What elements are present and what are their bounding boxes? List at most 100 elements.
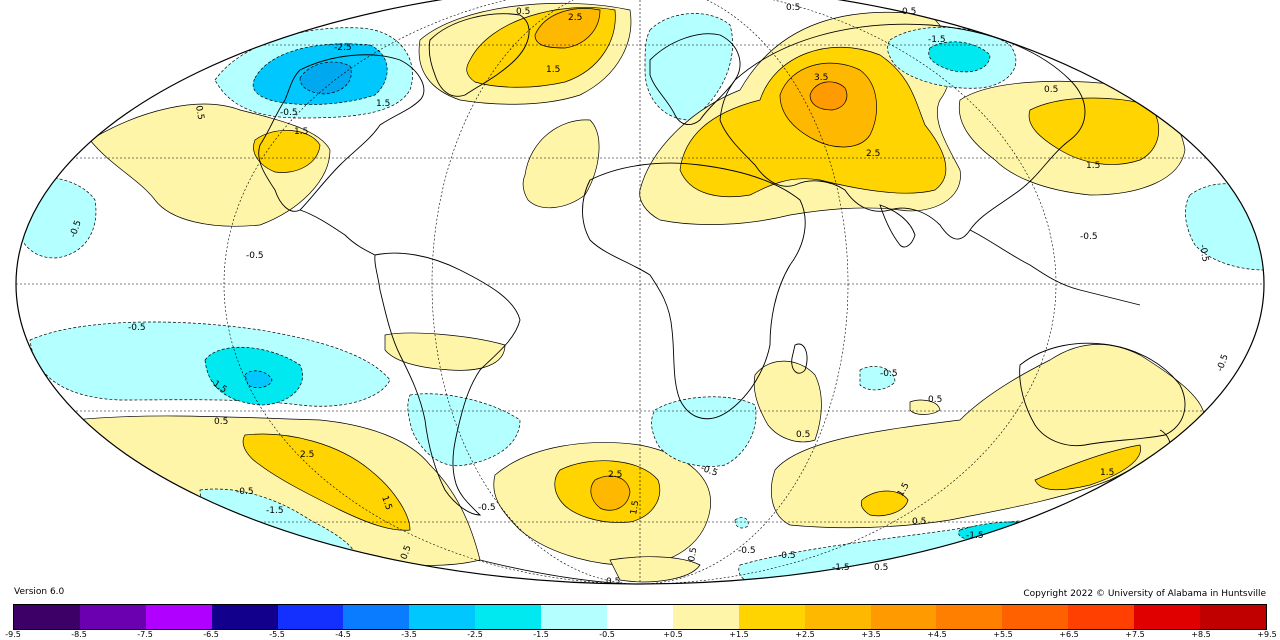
contour-label: -0.5 — [880, 369, 898, 379]
legend-tick-label: +8.5 — [1191, 630, 1211, 639]
cold-region-south-africa — [651, 396, 757, 467]
contour-label: 1.5 — [379, 495, 393, 512]
legend-swatch — [541, 605, 608, 629]
africa — [582, 162, 806, 420]
warm-region-indian-ocean — [753, 360, 822, 443]
europe — [649, 33, 741, 126]
warm-core-south-atlantic-2 — [590, 475, 631, 511]
legend-swatch — [475, 605, 542, 629]
contour-label: 0.5 — [193, 105, 205, 121]
contour-label: 0.5 — [687, 547, 699, 563]
south-america — [374, 252, 521, 516]
central-america — [299, 209, 376, 256]
copyright-text: Copyright 2022 © University of Alabama i… — [1023, 589, 1266, 599]
anomaly-map: 0.5 1.5 -0.5 1.5 -2.5 2.5 1.5 0.5 0.5 3.… — [15, 0, 1265, 587]
contour-label: 1.5 — [294, 127, 308, 137]
legend-tick-label: +3.5 — [861, 630, 881, 639]
color-legend-bar — [13, 604, 1267, 630]
legend-tick-label: -3.5 — [401, 630, 417, 639]
contour-label: 1.5 — [546, 65, 560, 75]
contour-label: 0.5 — [928, 395, 942, 405]
cold-region-south-america — [407, 393, 521, 467]
contour-label: -1.5 — [266, 506, 284, 516]
warm-core-south-indian — [860, 490, 909, 517]
contour-label: 3.5 — [814, 73, 828, 83]
legend-tick-label: +0.5 — [663, 630, 683, 639]
contour-label: -0.5 — [280, 108, 298, 118]
legend-tick-label: -8.5 — [71, 630, 87, 639]
version-label: Version 6.0 — [14, 587, 65, 597]
legend-tick-label: -7.5 — [137, 630, 153, 639]
madagascar — [791, 343, 808, 374]
contour-label-group: 0.5 1.5 -0.5 1.5 -2.5 2.5 1.5 0.5 0.5 3.… — [68, 3, 1230, 587]
warm-core-eurasia-3 — [809, 81, 848, 111]
australia — [1019, 342, 1186, 447]
legend-swatch — [1200, 605, 1266, 629]
legend-tick-label: +6.5 — [1059, 630, 1079, 639]
north-america — [258, 54, 425, 212]
anomaly-fields — [16, 0, 1264, 584]
warm-core-south-pacific — [242, 433, 411, 531]
contour-label: 0.5 — [214, 417, 228, 427]
contour-label: 1.5 — [1100, 468, 1114, 478]
legend-swatch — [738, 605, 805, 629]
legend-tick-label: -4.5 — [335, 630, 351, 639]
contour-label: -1.5 — [966, 531, 984, 541]
contour-label: -0.5 — [128, 323, 146, 333]
legend-swatch — [1002, 605, 1069, 629]
cold-core-south-pacific-2 — [244, 370, 273, 389]
contour-label: 0.5 — [606, 577, 620, 587]
legend-tick-label: +1.5 — [729, 630, 749, 639]
contour-label: -0.5 — [236, 487, 254, 497]
contour-label: -2.5 — [334, 43, 352, 53]
legend-swatch — [277, 605, 344, 629]
warm-core-mexico — [253, 129, 321, 173]
cold-region-indian-ocean — [859, 366, 896, 391]
contour-label: 2.5 — [866, 149, 880, 159]
contour-label: 0.5 — [912, 517, 926, 527]
legend-swatch — [607, 605, 673, 629]
contour-label: -0.5 — [738, 546, 756, 556]
legend-swatch — [672, 605, 739, 629]
greenland — [428, 13, 530, 97]
legend-swatch — [936, 605, 1003, 629]
contour-label: 1.5 — [1086, 161, 1100, 171]
legend-tick-label: -2.5 — [467, 630, 483, 639]
legend-tick-label: -6.5 — [203, 630, 219, 639]
legend-tick-label: +5.5 — [993, 630, 1013, 639]
contour-label: -0.5 — [1080, 232, 1098, 242]
contour-label: 2.5 — [568, 13, 582, 23]
contour-label: 0.5 — [516, 7, 530, 17]
warm-core-greenland-2 — [534, 8, 601, 49]
warm-region-africa-west — [522, 119, 600, 209]
legend-tick-label: +7.5 — [1125, 630, 1145, 639]
contour-label: -0.5 — [1197, 244, 1210, 263]
legend-tick-label: -9.5 — [5, 630, 21, 639]
legend-swatch — [1134, 605, 1201, 629]
contour-label: 0.5 — [902, 7, 916, 17]
cold-region-south-pacific-2 — [734, 517, 749, 529]
contour-label: 0.5 — [796, 430, 810, 440]
contour-label: -1.5 — [832, 563, 850, 573]
warm-core-tasman — [1034, 444, 1141, 491]
legend-tick-label: -0.5 — [599, 630, 615, 639]
legend-swatch — [14, 605, 80, 629]
contour-label: -0.5 — [778, 551, 796, 561]
legend-swatch — [870, 605, 937, 629]
legend-swatch — [804, 605, 871, 629]
legend-tick-label: +4.5 — [927, 630, 947, 639]
globe-outline — [15, 0, 1265, 585]
legend-swatch — [409, 605, 476, 629]
warm-region-south-atlantic-2 — [609, 556, 701, 583]
legend-swatch — [211, 605, 278, 629]
contour-label: -0.5 — [246, 251, 264, 261]
southeast-asia — [969, 229, 1141, 306]
contour-label: 0.5 — [786, 3, 800, 13]
legend-swatch — [145, 605, 212, 629]
legend-tick-label: -5.5 — [269, 630, 285, 639]
contour-label: -1.5 — [928, 35, 946, 45]
contour-label: 0.5 — [399, 544, 413, 561]
contour-label: 1.5 — [376, 99, 390, 109]
legend-tick-label: +9.5 — [1257, 630, 1277, 639]
contour-label: 2.5 — [608, 470, 622, 480]
